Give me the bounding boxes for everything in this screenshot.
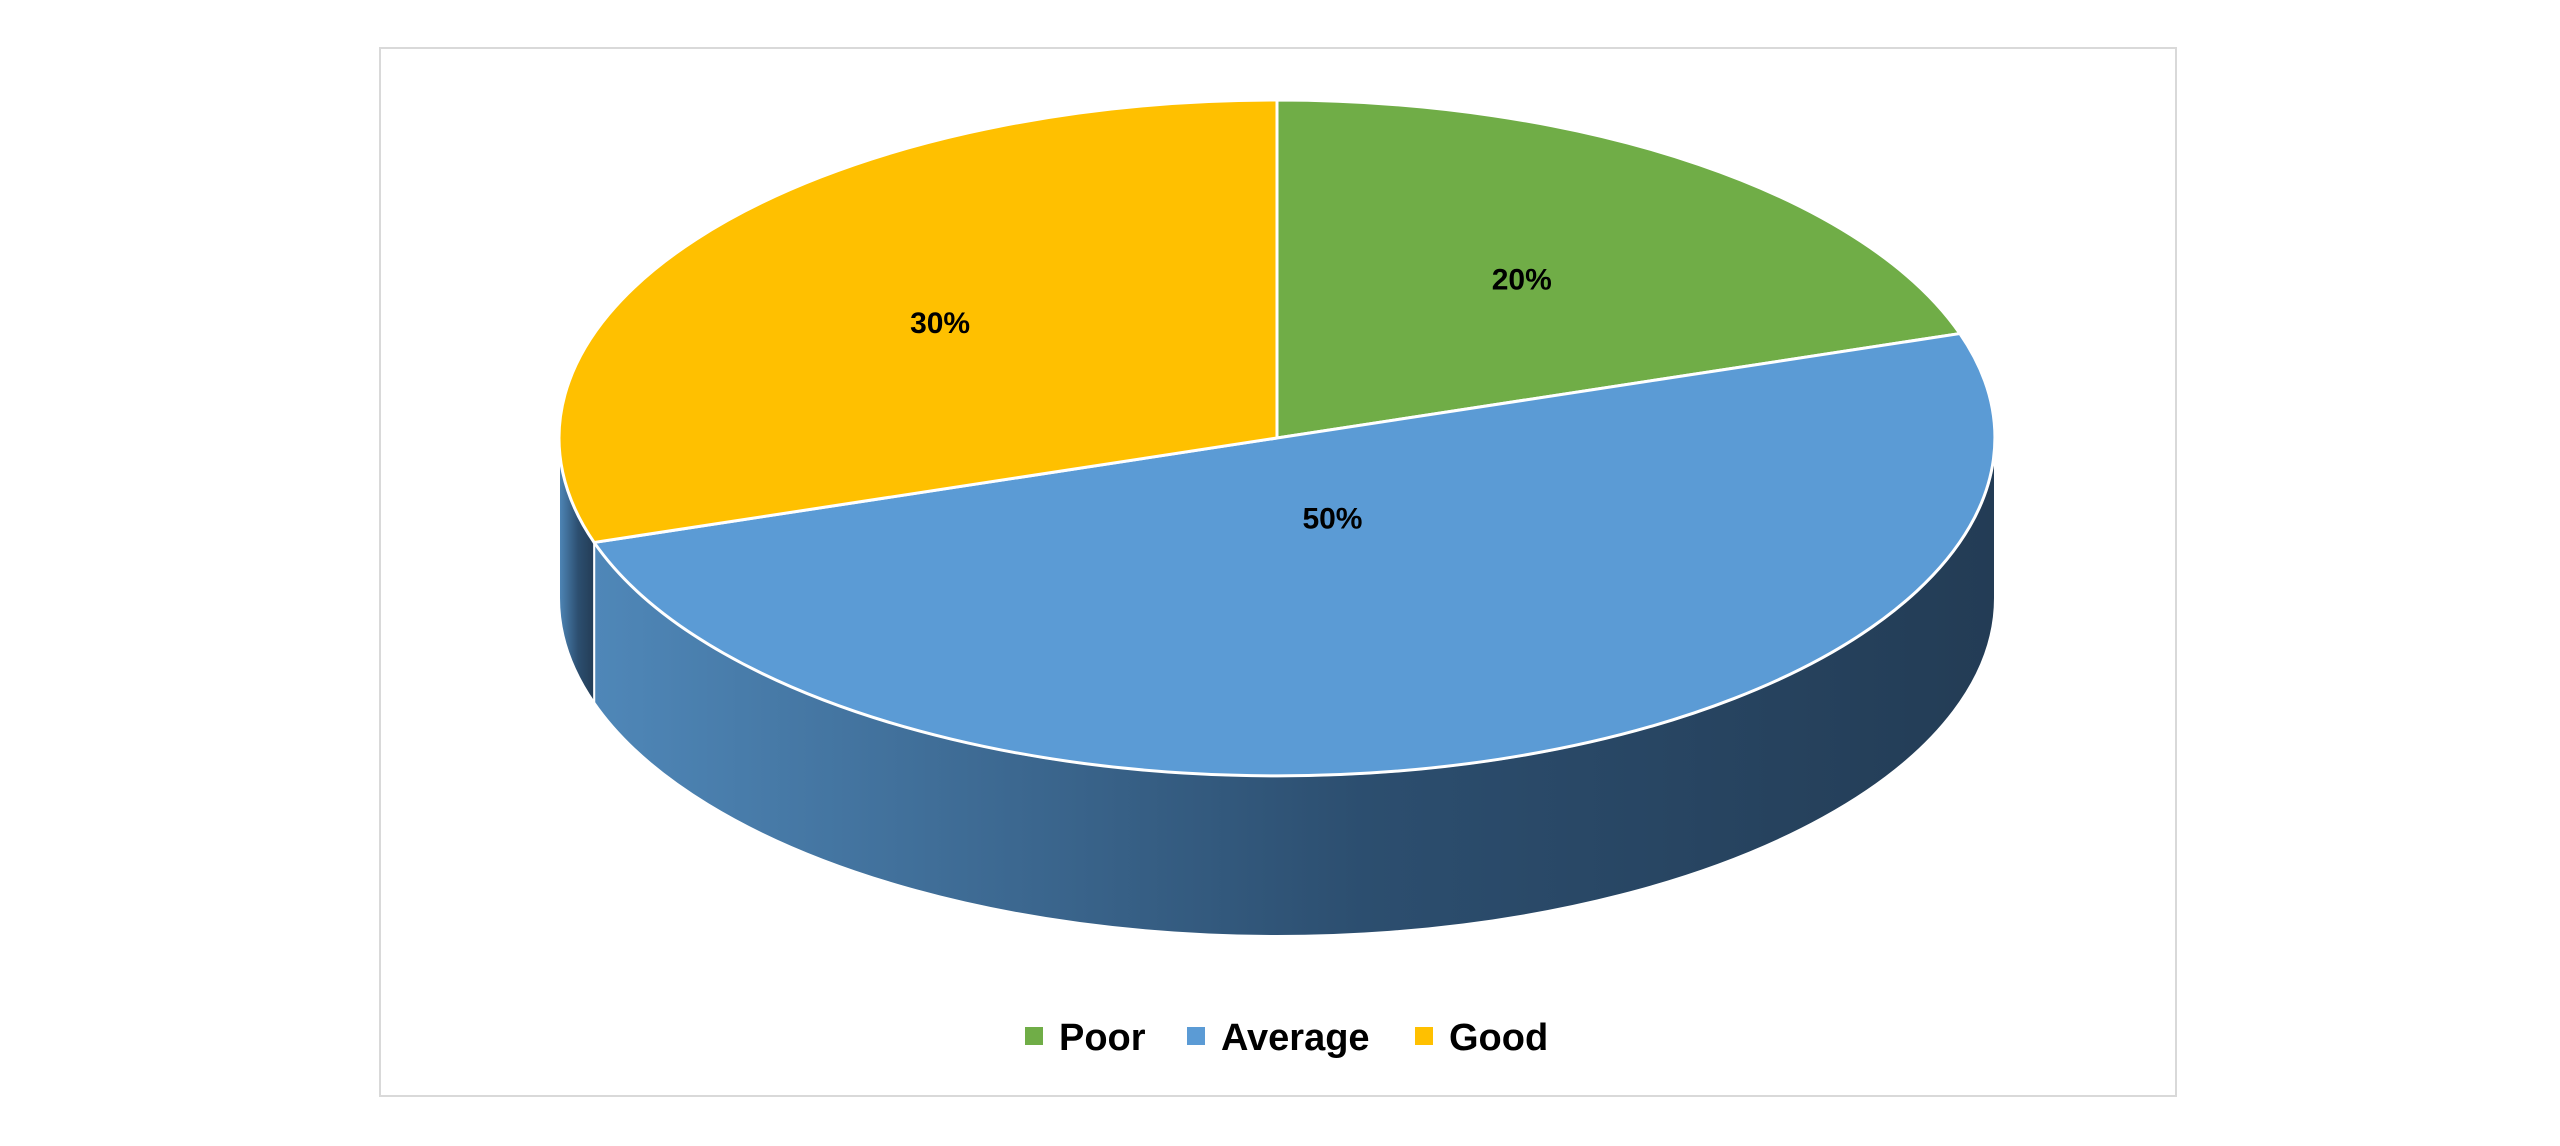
pie-slice-good <box>557 98 1279 544</box>
legend-swatch-average <box>1187 1027 1205 1045</box>
pie-slice-poor <box>1275 98 1962 440</box>
legend-label-good: Good <box>1449 1017 1548 1059</box>
legend-label-average: Average <box>1221 1017 1370 1059</box>
legend-label-poor: Poor <box>1059 1017 1146 1059</box>
legend: Poor Average Good <box>1025 1017 1548 1059</box>
data-label-average: 50% <box>1302 502 1362 535</box>
pie-slice-average <box>592 332 1997 778</box>
legend-swatch-good <box>1415 1027 1433 1045</box>
legend-swatch-poor <box>1025 1027 1043 1045</box>
data-label-poor: 20% <box>1492 263 1552 296</box>
data-label-good: 30% <box>910 307 970 340</box>
